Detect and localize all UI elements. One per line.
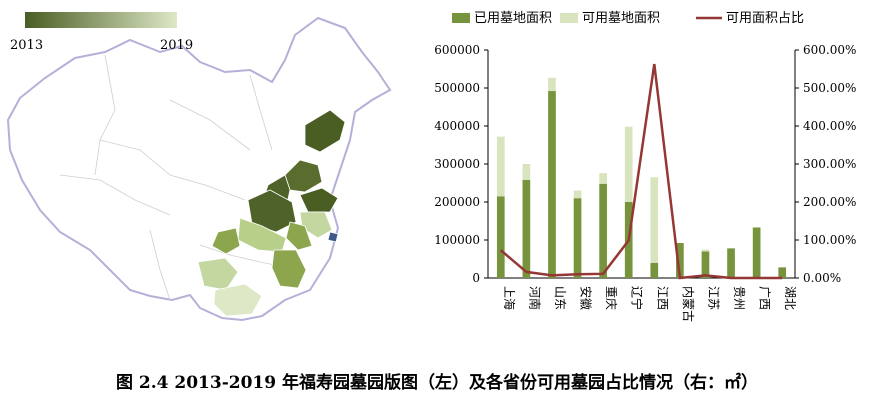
y2-tick-label: 500.00% [803, 81, 856, 95]
x-tick-label: 辽宁 [630, 286, 645, 310]
legend-swatch-used [452, 13, 470, 23]
china-map [6, 16, 392, 322]
combo-chart: 0 100000 200000 300000 400000 500000 600000 0.0… [434, 11, 856, 322]
x-tick-label: 贵州 [732, 286, 746, 310]
province-shandong [299, 187, 339, 213]
y-tick-label: 400000 [434, 119, 480, 133]
map-legend-colorbar [25, 12, 177, 28]
bar-used [752, 227, 761, 278]
x-tick-label: 广西 [758, 286, 772, 310]
x-tick-label: 江苏 [706, 286, 720, 310]
y2-tick-label: 0.00% [803, 271, 841, 285]
y2-tick-label: 400.00% [803, 119, 856, 133]
y2-tick-label: 100.00% [803, 233, 856, 247]
bar-available [522, 164, 531, 180]
legend-label-ratio: 可用面积占比 [726, 11, 804, 26]
bar-used [727, 248, 735, 278]
y-tick-label: 500000 [434, 81, 480, 95]
bar-available [650, 177, 659, 263]
province-liaoning [304, 109, 346, 153]
bar-used [650, 262, 659, 278]
x-tick-label: 湖北 [783, 286, 798, 310]
bar-used [548, 91, 556, 278]
bar-available [496, 136, 505, 197]
bar-used [573, 198, 582, 278]
y-tick-label: 0 [472, 271, 480, 285]
x-tick-label: 江西 [655, 286, 669, 310]
bar-used [701, 251, 710, 278]
x-tick-label: 安徽 [579, 286, 594, 310]
bar-used [676, 243, 684, 278]
map-legend-min-label: 2013 [10, 38, 44, 53]
bar-available [624, 126, 633, 202]
map-legend-max-label: 2019 [160, 38, 194, 53]
province-anhui [285, 221, 313, 251]
china-outline [6, 16, 392, 322]
legend-label-used: 已用墓地面积 [474, 11, 552, 26]
province-guangxi [213, 283, 263, 317]
x-tick-label: 重庆 [604, 286, 618, 310]
x-tick-label: 山东 [553, 286, 567, 310]
x-tick-label: 上海 [502, 286, 517, 310]
province-jiangxi [271, 249, 307, 289]
figure-caption: 图 2.4 2013-2019 年福寿园墓园版图（左）及各省份可用墓园占比情况（… [115, 373, 758, 393]
y-tick-label: 300000 [434, 157, 480, 171]
y-tick-label: 100000 [434, 233, 480, 247]
bar-used [599, 183, 607, 278]
y2-tick-label: 200.00% [803, 195, 856, 209]
bar-used [778, 267, 787, 278]
y2-tick-label: 300.00% [803, 157, 856, 171]
china-map-figure: 2013 2019 [0, 0, 400, 345]
line-available-ratio [499, 63, 783, 280]
province-borders [59, 54, 301, 301]
bar-available [548, 77, 556, 92]
bar-available [701, 249, 710, 252]
bar-available [573, 190, 582, 199]
legend-label-available: 可用墓地面积 [582, 11, 660, 26]
y-tick-label: 600000 [434, 43, 480, 57]
combo-chart-figure: 0 100000 200000 300000 400000 500000 600000 0.0… [400, 0, 874, 345]
province-guizhou [197, 257, 239, 291]
bar-used [496, 196, 505, 278]
province-shanghai [327, 231, 339, 243]
x-tick-label: 内蒙古 [681, 286, 696, 322]
province-chongqing [211, 227, 241, 255]
legend-swatch-available [560, 13, 578, 23]
y-tick-label: 200000 [434, 195, 480, 209]
x-tick-label: 河南 [527, 286, 542, 310]
highlighted-provinces [197, 109, 346, 317]
bar-available [599, 173, 607, 184]
y2-tick-label: 600.00% [803, 43, 856, 57]
bar-used [522, 179, 531, 278]
